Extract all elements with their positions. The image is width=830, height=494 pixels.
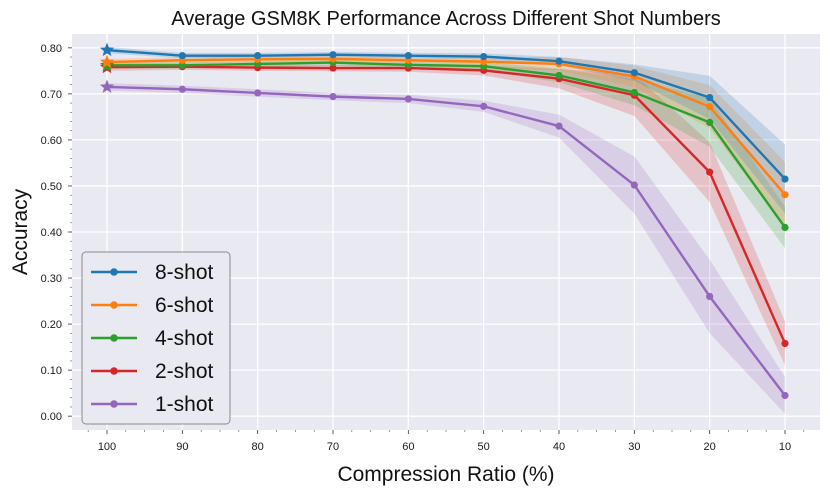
legend-label: 6-shot — [155, 294, 214, 317]
point-1-shot — [254, 89, 262, 97]
legend-item-2-shot: 2-shot — [91, 360, 214, 383]
legend-label: 2-shot — [155, 360, 214, 383]
legend-label: 1-shot — [155, 393, 214, 416]
line-2-shot — [106, 65, 787, 344]
series-markers — [99, 42, 789, 400]
point-8-shot — [555, 57, 563, 65]
line-4-shot — [107, 61, 786, 229]
point-6-shot — [781, 191, 789, 199]
x-tick-label: 20 — [704, 441, 716, 453]
band-1-shot — [107, 83, 785, 414]
x-tick-label: 30 — [628, 441, 640, 453]
legend: 8-shot 6-shot 4-shot 2-shot 1-shot — [81, 251, 231, 425]
legend-label: 4-shot — [155, 327, 214, 350]
y-tick-label: 0.20 — [41, 319, 62, 331]
legend-swatch-marker — [110, 400, 118, 408]
legend-swatch-marker — [110, 334, 118, 342]
point-6-shot — [706, 103, 714, 111]
x-tick-label: 50 — [478, 441, 490, 453]
x-tick-label: 80 — [252, 441, 264, 453]
legend-item-4-shot: 4-shot — [91, 327, 214, 350]
y-tick-label: 0.80 — [41, 43, 62, 55]
y-tick-label: 0.70 — [41, 89, 62, 101]
point-8-shot — [329, 51, 337, 59]
legend-swatch-marker — [110, 268, 118, 276]
point-1-shot — [555, 122, 563, 130]
y-tick-label: 0.60 — [41, 135, 62, 147]
point-6-shot — [480, 58, 488, 66]
x-tick-label: 90 — [176, 441, 188, 453]
x-tick-label: 70 — [327, 441, 339, 453]
point-8-shot — [630, 69, 638, 77]
point-1-shot — [329, 93, 337, 101]
point-1-shot — [404, 95, 412, 103]
line-6-shot — [106, 57, 786, 196]
line-8-shot — [106, 48, 786, 180]
y-tick-labels: 0.00 0.10 0.20 0.30 0.40 0.50 0.60 0.70 0.80 — [41, 43, 72, 423]
x-tick-label: 10 — [779, 441, 791, 453]
point-1-shot — [706, 292, 714, 301]
legend-item-6-shot: 6-shot — [91, 294, 214, 317]
point-4-shot — [706, 118, 714, 127]
star-marker-8-shot — [99, 42, 115, 57]
point-8-shot — [480, 52, 488, 61]
x-tick-label: 40 — [553, 441, 565, 453]
point-8-shot — [178, 52, 186, 60]
x-tick-label: 100 — [98, 441, 116, 453]
y-axis-title: Accuracy — [9, 188, 32, 275]
line-1-shot — [106, 85, 786, 397]
point-1-shot — [781, 391, 789, 400]
point-1-shot — [630, 181, 638, 189]
point-8-shot — [254, 52, 262, 60]
chart-title: Average GSM8K Performance Across Differe… — [171, 8, 721, 30]
point-1-shot — [178, 85, 186, 93]
point-8-shot — [781, 175, 789, 183]
point-2-shot — [706, 168, 714, 176]
point-1-shot — [480, 102, 488, 110]
x-tick-labels: 100 90 80 70 60 50 40 30 20 10 — [87, 430, 805, 453]
point-8-shot — [404, 52, 412, 60]
legend-item-8-shot: 8-shot — [91, 261, 214, 284]
point-8-shot — [706, 93, 714, 102]
x-tick-label: 60 — [402, 441, 414, 453]
legend-label: 8-shot — [155, 261, 214, 284]
point-4-shot — [781, 223, 789, 231]
point-4-shot — [555, 71, 563, 80]
confidence-bands — [107, 46, 785, 414]
y-tick-label: 0.50 — [41, 181, 62, 193]
y-tick-label: 0.00 — [41, 411, 62, 423]
legend-box — [81, 251, 231, 425]
legend-swatch-marker — [110, 301, 118, 309]
y-tick-label: 0.10 — [41, 365, 62, 377]
x-axis-title: Compression Ratio (%) — [337, 463, 554, 486]
legend-swatch-marker — [110, 367, 118, 375]
y-tick-label: 0.30 — [41, 273, 62, 285]
star-marker-1-shot — [99, 79, 115, 94]
legend-item-1-shot: 1-shot — [91, 393, 214, 416]
star-marker-6-shot — [99, 54, 115, 69]
point-2-shot — [781, 339, 789, 348]
point-4-shot — [630, 88, 638, 97]
point-4-shot — [178, 61, 186, 69]
point-2-shot — [329, 64, 337, 72]
series-lines — [106, 48, 787, 397]
y-tick-label: 0.40 — [41, 227, 62, 239]
